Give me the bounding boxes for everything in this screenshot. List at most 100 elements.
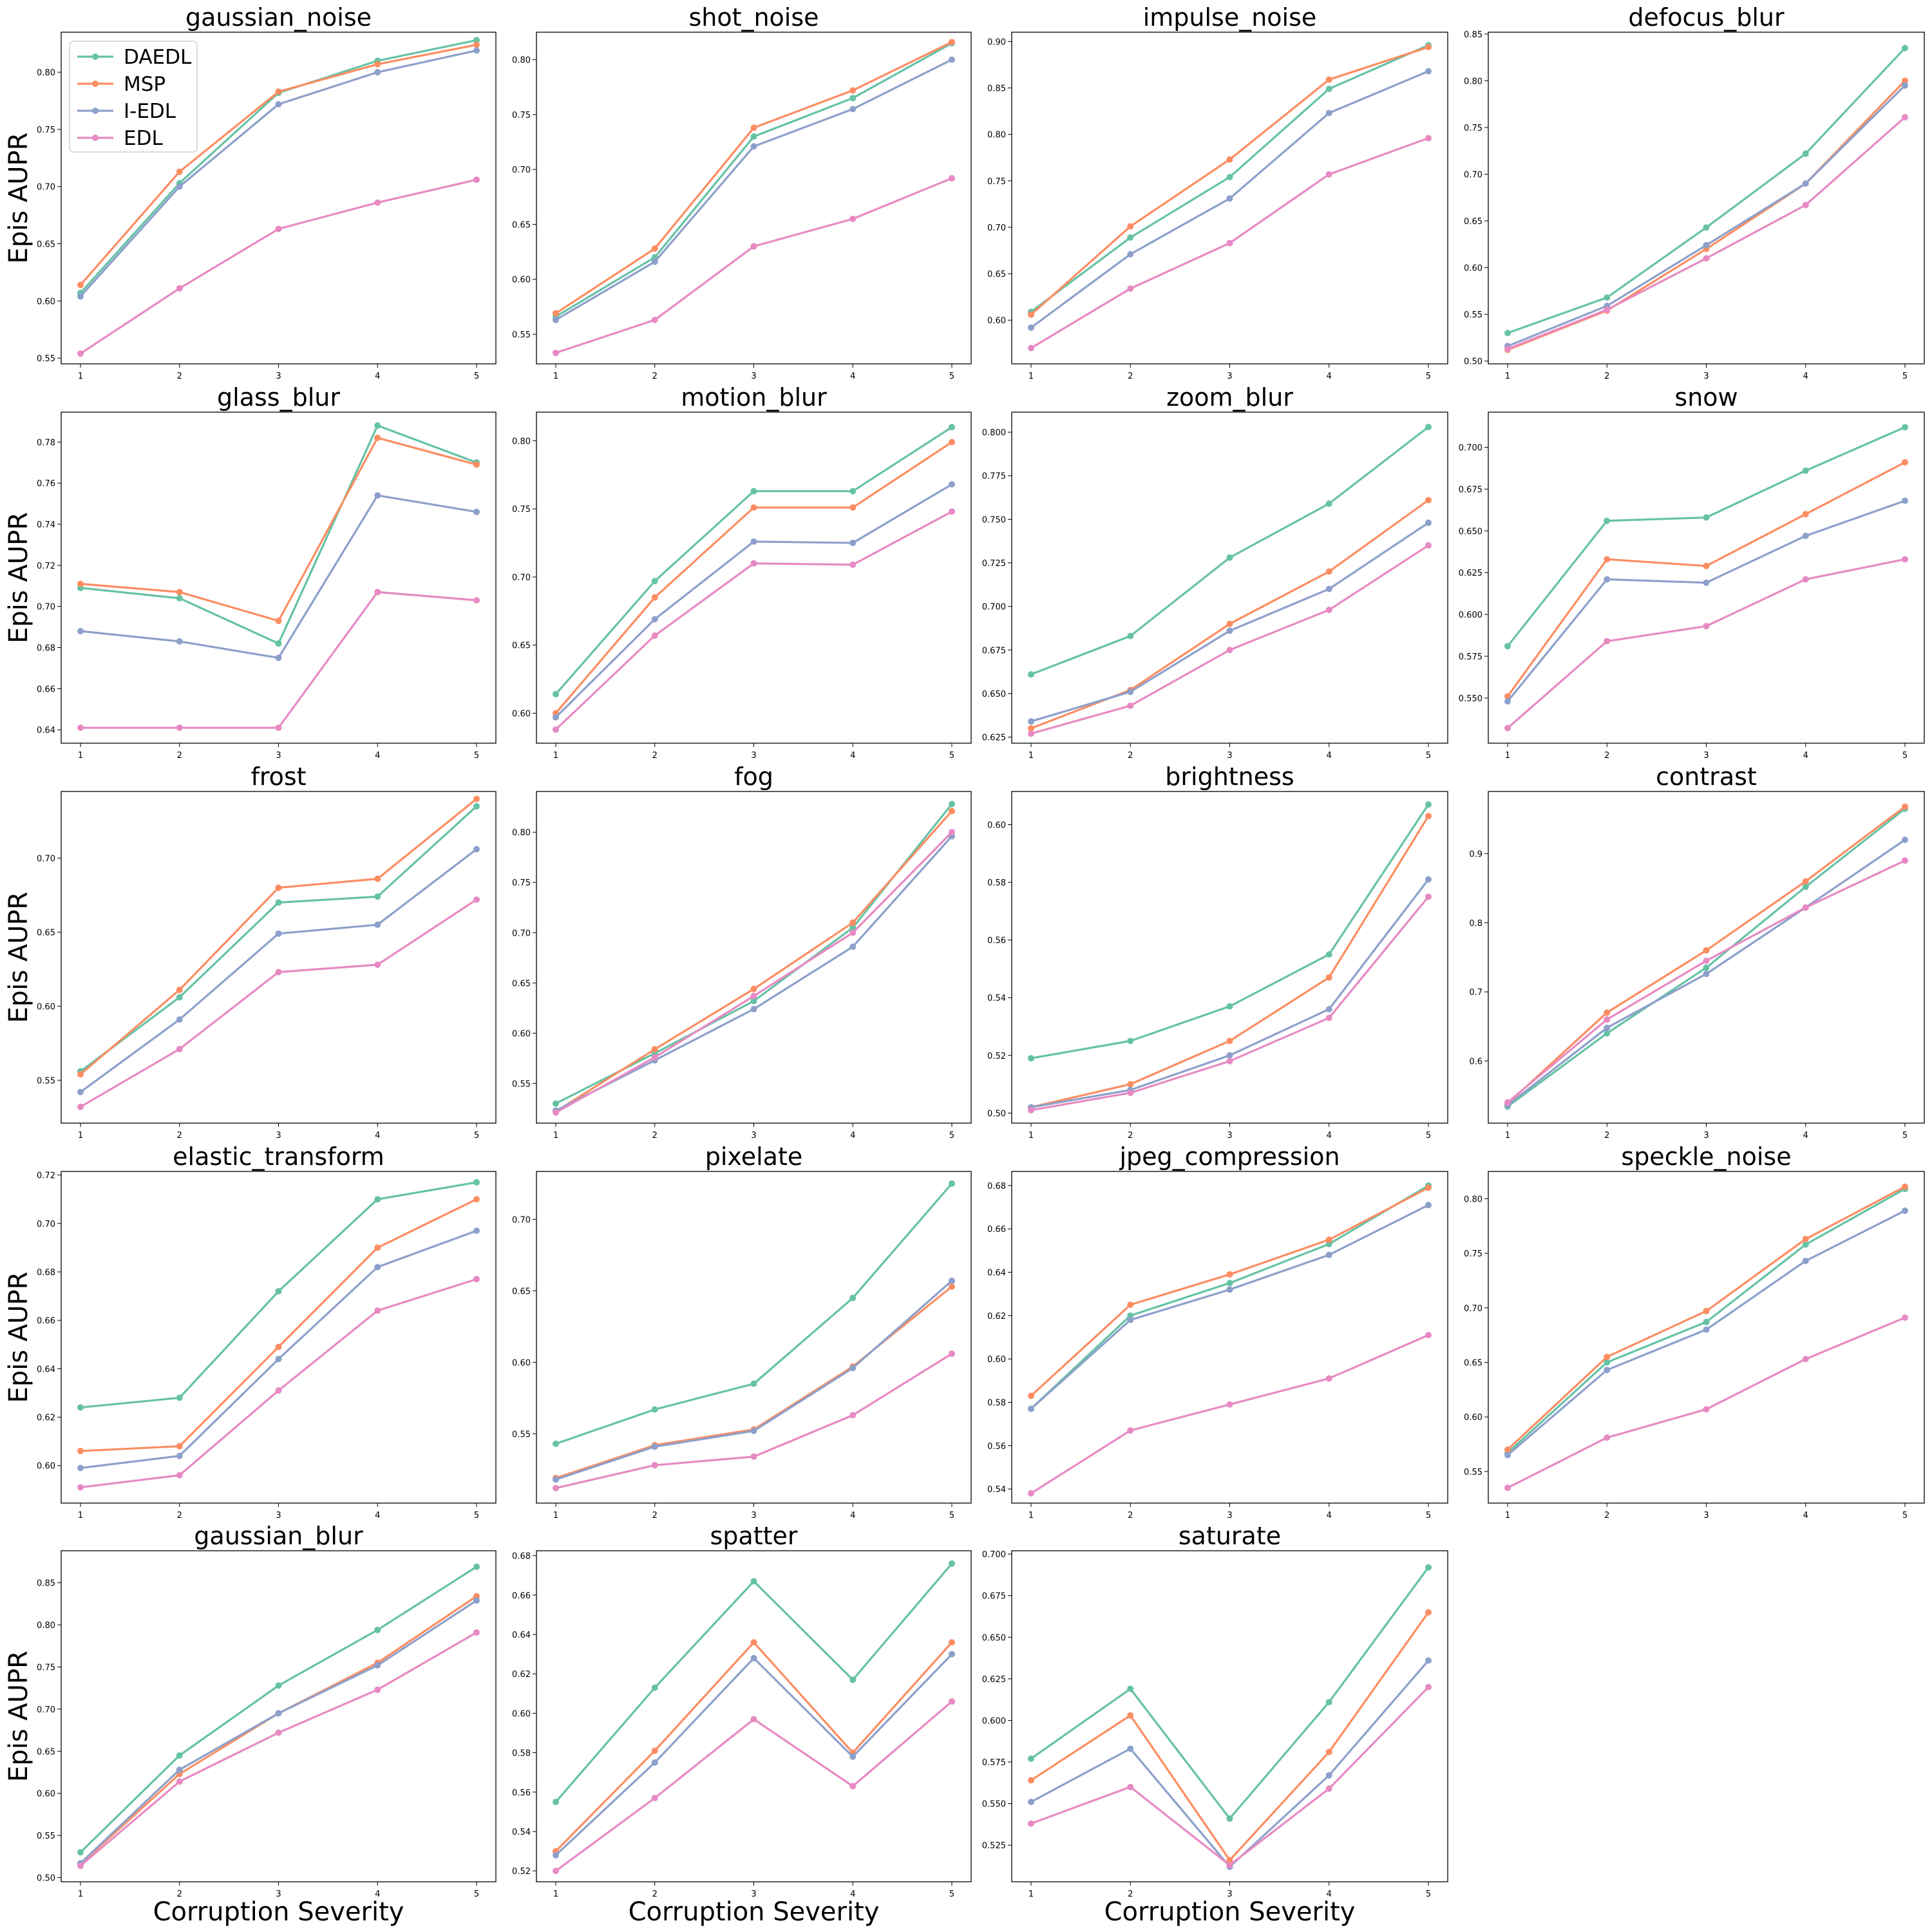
y-tick-label: 0.70: [37, 854, 55, 864]
data-point: [275, 100, 282, 108]
y-tick-label: 0.55: [37, 1832, 55, 1841]
y-tick-label: 0.675: [1459, 485, 1482, 495]
data-point: [77, 628, 84, 635]
data-point: [1226, 1003, 1233, 1010]
x-tick-label: 1: [78, 751, 83, 761]
data-point: [1425, 1683, 1432, 1690]
data-point: [1425, 1332, 1432, 1339]
y-tick-label: 0.70: [512, 1215, 531, 1225]
series-daedl: [553, 424, 955, 697]
plot-frame: [1011, 1550, 1448, 1882]
data-point: [1703, 1307, 1710, 1314]
y-tick-label: 0.600: [982, 1716, 1006, 1726]
data-point: [849, 1412, 857, 1419]
y-tick-label: 0.60: [512, 1358, 531, 1368]
data-point: [1325, 76, 1332, 83]
x-tick-label: 4: [1327, 1889, 1332, 1899]
data-point: [1425, 1202, 1432, 1209]
data-point: [651, 1794, 658, 1801]
data-point: [1127, 688, 1134, 696]
data-point: [949, 39, 955, 46]
plot-frame: [61, 412, 497, 744]
data-point: [1425, 44, 1432, 51]
data-point: [1325, 585, 1332, 592]
panel-title: jpeg_compression: [1119, 1142, 1340, 1171]
series-line: [79, 1631, 477, 1867]
data-point: [1703, 562, 1710, 569]
data-point: [176, 183, 183, 190]
series-edl: [1504, 556, 1908, 732]
panel-title: impulse_noise: [1143, 3, 1317, 32]
series-edl: [553, 175, 955, 356]
y-tick-label: 0.68: [37, 644, 55, 654]
data-point: [374, 1626, 381, 1633]
x-tick-label: 4: [375, 1511, 380, 1520]
data-point: [77, 1862, 84, 1870]
data-point: [949, 439, 955, 446]
x-tick-label: 5: [474, 1889, 479, 1899]
y-tick-label: 0.675: [982, 646, 1006, 656]
y-tick-label: 0.60: [512, 1029, 531, 1039]
data-point: [553, 1476, 559, 1483]
x-tick-label: 2: [1128, 372, 1133, 381]
y-tick-label: 0.55: [512, 330, 531, 340]
series-line: [555, 1280, 953, 1481]
data-point: [77, 281, 84, 289]
x-tick-label: 3: [751, 1511, 756, 1520]
x-tick-label: 3: [1703, 1131, 1709, 1141]
y-tick-label: 0.64: [987, 1269, 1006, 1278]
x-tick-label: 3: [751, 1131, 756, 1141]
y-tick-label: 0.80: [512, 56, 531, 66]
data-point: [1325, 1748, 1332, 1756]
data-point: [1226, 1862, 1233, 1869]
y-tick-label: 0.550: [982, 1800, 1006, 1810]
data-point: [1703, 1326, 1710, 1333]
y-tick-label: 0.58: [987, 878, 1006, 888]
series-line: [1507, 80, 1906, 351]
panel-glass-blur: glass_blur 0.64 0.66 0.68 0.70 0.72 0.74 0.76 0.…: [37, 383, 497, 761]
series-edl: [77, 896, 480, 1110]
panel-gaussian-blur: gaussian_blur 0.50 0.55 0.60 0.65 0.70 0.75 0.8…: [37, 1522, 497, 1899]
legend-label: MSP: [124, 73, 166, 96]
y-tick-label: 0.65: [512, 979, 531, 989]
series-line: [1030, 1204, 1429, 1410]
series-edl: [553, 829, 955, 1116]
series-i-edl: [553, 1651, 955, 1859]
y-tick-label: 0.64: [512, 1631, 531, 1640]
data-point: [750, 1005, 757, 1012]
data-point: [651, 1046, 658, 1053]
data-point: [553, 310, 559, 317]
data-point: [473, 896, 480, 903]
data-point: [1325, 1236, 1332, 1244]
series-edl: [553, 1350, 955, 1492]
data-point: [1604, 1009, 1611, 1016]
y-tick-label: 0.50: [987, 1109, 1006, 1119]
data-point: [1127, 1712, 1134, 1719]
y-tick-label: 0.68: [987, 1182, 1006, 1191]
data-point: [1802, 904, 1809, 911]
data-point: [1604, 1024, 1611, 1031]
series-edl: [77, 589, 480, 732]
panel-speckle-noise: speckle_noise 0.55 0.60 0.65 0.70 0.75 0.80 1 2 3…: [1464, 1142, 1925, 1520]
data-point: [1604, 1030, 1611, 1037]
x-tick-label: 2: [177, 1511, 182, 1520]
x-tick-label: 1: [1505, 372, 1510, 381]
x-tick-label: 4: [850, 1131, 855, 1141]
data-point: [1226, 1280, 1233, 1287]
data-point: [1802, 1257, 1809, 1264]
y-tick-label: 0.55: [1464, 1468, 1482, 1477]
data-point: [176, 168, 183, 175]
data-point: [1325, 109, 1332, 117]
data-point: [1226, 174, 1233, 181]
x-tick-label: 3: [1703, 372, 1709, 381]
x-tick-label: 3: [751, 751, 756, 761]
data-point: [1504, 1446, 1511, 1453]
data-point: [1802, 467, 1809, 474]
series-daedl: [1028, 423, 1432, 678]
series-edl: [1504, 1314, 1908, 1492]
data-point: [275, 969, 282, 976]
y-tick-label: 0.62: [512, 1670, 531, 1680]
data-point: [1703, 623, 1710, 630]
panel-frost: frost 0.55 0.60 0.65 0.70 1 2 3 4 5: [37, 762, 497, 1141]
x-tick-label: 2: [177, 751, 182, 761]
